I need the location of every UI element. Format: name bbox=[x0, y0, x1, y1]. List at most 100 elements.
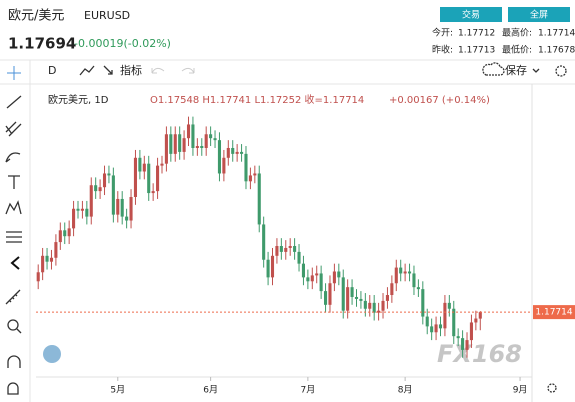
prediction-tool[interactable] bbox=[6, 231, 22, 243]
candle-body bbox=[217, 140, 222, 174]
candle-body bbox=[403, 271, 407, 274]
candle-body bbox=[67, 228, 71, 237]
candle-body bbox=[248, 175, 252, 182]
watermark: FX168 bbox=[437, 340, 522, 368]
candle-body bbox=[182, 138, 186, 152]
candle-body bbox=[244, 153, 248, 182]
candle-body bbox=[293, 246, 297, 252]
compare-icon[interactable] bbox=[79, 65, 95, 76]
candle-body bbox=[262, 224, 266, 260]
candle-body bbox=[80, 208, 84, 211]
candle-body bbox=[111, 175, 115, 215]
candle-body bbox=[412, 273, 416, 288]
candle-body bbox=[41, 255, 45, 273]
lock-tool[interactable] bbox=[7, 382, 19, 395]
candle-body bbox=[456, 336, 460, 339]
brush-tool[interactable] bbox=[5, 152, 21, 163]
fib-tool[interactable] bbox=[5, 121, 22, 137]
candle-body bbox=[45, 255, 49, 262]
text-tool[interactable] bbox=[8, 175, 20, 189]
measure-tool[interactable] bbox=[5, 289, 21, 305]
undo-icon[interactable] bbox=[151, 67, 165, 74]
trade-button[interactable] bbox=[440, 7, 502, 22]
x-tick-label: 8月 bbox=[398, 385, 413, 396]
fullscreen-button[interactable] bbox=[508, 7, 570, 22]
settings-icon[interactable] bbox=[555, 65, 567, 77]
candle-body bbox=[372, 302, 376, 313]
candle-body bbox=[324, 291, 328, 305]
candle-body bbox=[416, 287, 420, 290]
candle-body bbox=[222, 157, 226, 174]
candle-body bbox=[164, 134, 168, 164]
candle-body bbox=[107, 173, 111, 176]
candle-body bbox=[385, 295, 389, 301]
candle-body bbox=[156, 165, 160, 192]
cloud-save-icon[interactable] bbox=[482, 62, 505, 76]
zoom-tool-handle[interactable] bbox=[16, 328, 22, 334]
magnet-tool[interactable] bbox=[7, 355, 21, 368]
candle-body bbox=[288, 246, 292, 248]
save[interactable]: 保存 bbox=[505, 63, 527, 77]
candle-body bbox=[94, 185, 98, 192]
candle-body bbox=[213, 138, 217, 141]
candle-body bbox=[151, 191, 155, 194]
candle-body bbox=[235, 151, 239, 154]
line-tool[interactable] bbox=[6, 95, 22, 109]
candle-body bbox=[36, 272, 40, 282]
candle-body bbox=[253, 173, 257, 176]
candle-body bbox=[319, 273, 323, 292]
candle-body bbox=[133, 157, 138, 197]
logo-icon bbox=[43, 345, 61, 363]
candle-body bbox=[390, 283, 394, 296]
stat-label: 最高价: bbox=[502, 27, 532, 39]
trade-label[interactable]: 交易 bbox=[462, 9, 480, 21]
candle-body bbox=[341, 277, 345, 311]
candle-body bbox=[368, 302, 372, 309]
candle-body bbox=[474, 318, 478, 323]
candle-body bbox=[408, 271, 412, 274]
crosshair-tool[interactable] bbox=[7, 66, 21, 80]
stat-value: 1.17713 bbox=[458, 46, 495, 56]
candle-body bbox=[328, 283, 332, 305]
pair-name: 欧元/美元 bbox=[8, 9, 64, 24]
candle-body bbox=[191, 124, 195, 148]
candle-body bbox=[142, 163, 146, 172]
pattern-tool[interactable] bbox=[5, 200, 22, 215]
candle-body bbox=[195, 146, 199, 148]
candle-body bbox=[461, 338, 465, 350]
price: 1.17694 bbox=[8, 35, 76, 53]
redo-icon[interactable] bbox=[181, 67, 195, 74]
stat-label: 最低价: bbox=[502, 44, 532, 56]
candle-body bbox=[363, 300, 367, 309]
candle-body bbox=[125, 216, 129, 221]
candle-body bbox=[270, 255, 275, 278]
candle-body bbox=[465, 340, 469, 350]
indicators[interactable]: 指标 bbox=[120, 63, 142, 77]
candle-body bbox=[443, 302, 447, 329]
candle-body bbox=[102, 173, 107, 188]
axis-settings[interactable] bbox=[547, 383, 557, 393]
candle-body bbox=[315, 273, 319, 276]
x-tick-label: 7月 bbox=[301, 385, 316, 396]
fullscreen-label[interactable]: 全屏 bbox=[530, 9, 548, 21]
candle-body bbox=[421, 289, 425, 317]
plot: 5月 6月 7月 8月 9月 bbox=[36, 116, 532, 396]
x-tick-label: 5月 bbox=[110, 385, 125, 396]
candle-body bbox=[54, 242, 58, 258]
indicator-icon[interactable] bbox=[103, 65, 113, 75]
candle-body bbox=[98, 187, 102, 192]
candle-body bbox=[275, 246, 279, 256]
stat-value: 1.17714 bbox=[538, 29, 575, 39]
candle-body bbox=[204, 134, 208, 148]
collapse-tool[interactable] bbox=[10, 256, 20, 270]
candle-body bbox=[399, 267, 403, 274]
interval[interactable]: D bbox=[48, 64, 56, 77]
candle-body bbox=[434, 324, 438, 333]
candle-body bbox=[85, 208, 89, 217]
zoom-tool[interactable] bbox=[7, 319, 19, 331]
candle-body bbox=[438, 324, 443, 329]
candle-body bbox=[279, 246, 283, 252]
stat-value: 1.17712 bbox=[458, 29, 495, 39]
stat-label: 昨收: bbox=[432, 44, 453, 56]
save-dropdown[interactable] bbox=[532, 68, 540, 73]
